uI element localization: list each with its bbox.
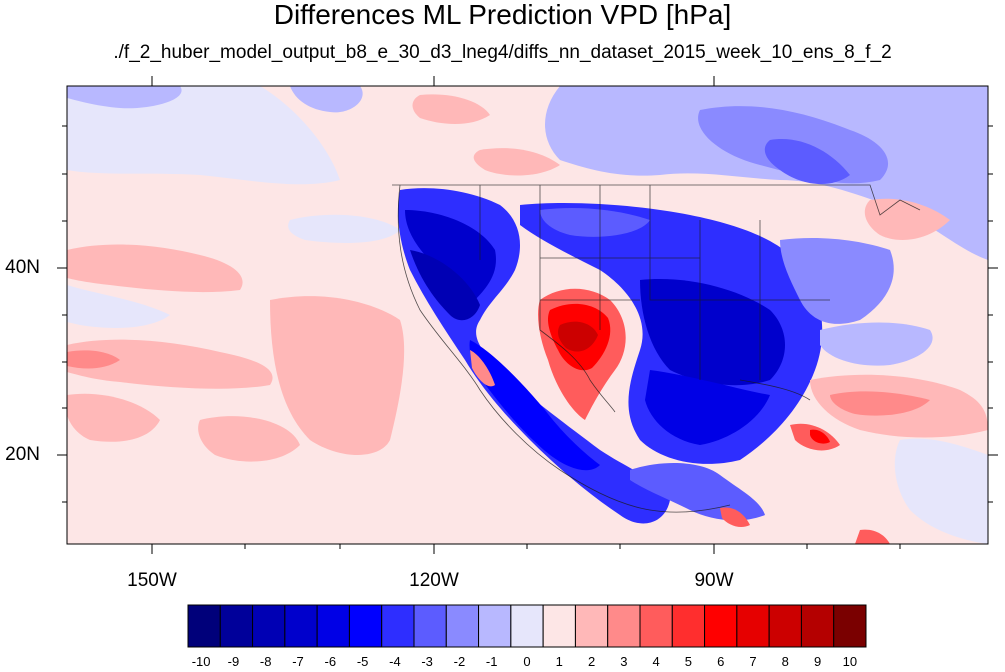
- caribbean-negative-slight: [894, 438, 988, 544]
- difference-field: [67, 86, 988, 544]
- colorbar-tick-label: -1: [485, 654, 498, 669]
- pacific-north-slight-negative: [67, 86, 340, 185]
- canada-positive-2: [473, 148, 560, 176]
- colorbar-box: [348, 604, 383, 648]
- colorbar-box: [574, 604, 609, 648]
- colorbar-tick-label: 7: [749, 654, 757, 669]
- baja-coastal-positive: [470, 350, 495, 387]
- colorbar-tick-label: 8: [781, 654, 789, 669]
- pacific-negative-slight-2: [288, 214, 400, 243]
- colorbar-tick-label: -4: [389, 654, 401, 669]
- colorbar-box: [800, 604, 835, 648]
- colorbar-tick-label: -2: [453, 654, 466, 669]
- pacific-negative-slight-1: [67, 285, 170, 328]
- gulf-alaska-negative: [290, 86, 363, 113]
- hudson-negative: [764, 139, 850, 185]
- atlantic-negative: [820, 322, 933, 366]
- colorbar-box: [445, 604, 480, 648]
- colorbar-box: [413, 604, 447, 648]
- colorbar-tick-label: -7: [292, 654, 304, 669]
- great-basin-negative-core: [405, 210, 496, 305]
- colorbar-box: [252, 604, 286, 648]
- colorbar-tick-label: 0: [523, 654, 531, 669]
- colorbar-box: [639, 604, 673, 648]
- maritimes-positive: [864, 198, 950, 240]
- lon-label-120w: 120W: [409, 570, 459, 591]
- colorbar-box: [542, 604, 576, 648]
- lat-label-20n: 20N: [5, 444, 40, 465]
- hawaii-positive: [67, 393, 160, 442]
- atlantic-positive-core: [830, 391, 930, 416]
- colorbar-box: [316, 604, 350, 648]
- colorbar-box: [381, 604, 415, 648]
- pacific-positive-core: [67, 350, 120, 369]
- baja-sierra-negative: [469, 340, 600, 471]
- colorbar-tick-label: -9: [227, 654, 240, 669]
- colorbar-box: [671, 604, 706, 648]
- pacific-positive-band-4: [198, 416, 300, 462]
- colorbar-box: [768, 604, 802, 648]
- gulf-negative: [645, 370, 770, 445]
- pacific-positive-band-3: [270, 296, 405, 455]
- mississippi-negative-core: [640, 279, 785, 386]
- colorbar-box: [510, 604, 544, 648]
- colorbar-box: [219, 604, 254, 648]
- colorbar-tick-label: 2: [587, 654, 596, 669]
- south-america-positive: [855, 529, 890, 544]
- pacific-positive-band-2: [67, 339, 273, 389]
- central-america-positive: [720, 507, 750, 528]
- lat-label-40n: 40N: [5, 257, 40, 278]
- lon-label-150w: 150W: [127, 570, 177, 591]
- colorbar-tick-label: -5: [356, 654, 369, 669]
- colorbar-tick-label: -8: [259, 654, 272, 669]
- colorbar-box: [478, 604, 512, 648]
- colorbar-tick-label: 3: [620, 654, 628, 669]
- canada-negative: [545, 86, 988, 260]
- colorbar-box: [833, 604, 867, 648]
- colorbar-box: [736, 604, 770, 648]
- figure-subtitle: ./f_2_huber_model_output_b8_e_30_d3_lneg…: [113, 42, 892, 63]
- axis-ticks: [57, 76, 998, 554]
- colorbar-tick-label: -10: [191, 654, 211, 669]
- lon-label-90w: 90W: [694, 570, 734, 591]
- central-america-negative: [630, 463, 765, 521]
- colorbar-tick-label: 10: [842, 654, 858, 669]
- colorbar-tick-label: 1: [555, 654, 563, 669]
- figure-title: Differences ML Prediction VPD [hPa]: [273, 0, 732, 30]
- colorbar-tick-label: 6: [717, 654, 725, 669]
- colorbar-box: [704, 604, 738, 648]
- borders: [392, 184, 921, 513]
- colorbar-tick-label: 5: [684, 654, 692, 669]
- colorbar-box: [284, 604, 318, 648]
- canada-positive-1: [412, 94, 490, 124]
- california-negative-core: [410, 250, 480, 321]
- east-coast-negative: [780, 238, 894, 324]
- colorbar-box: [607, 604, 641, 648]
- colorbar-box: [187, 604, 221, 648]
- plains-negative: [540, 208, 650, 237]
- texas-positive-max: [558, 321, 598, 352]
- colorbar-tick-label: 4: [652, 654, 660, 669]
- colorbar-tick-label: -3: [421, 654, 433, 669]
- colorbar-tick-label: -6: [324, 654, 337, 669]
- colorbar-tick-label: 9: [813, 654, 822, 669]
- cuba-positive-core: [810, 429, 830, 444]
- pacific-nw-negative: [67, 86, 182, 109]
- pacific-positive-band-1: [67, 244, 243, 293]
